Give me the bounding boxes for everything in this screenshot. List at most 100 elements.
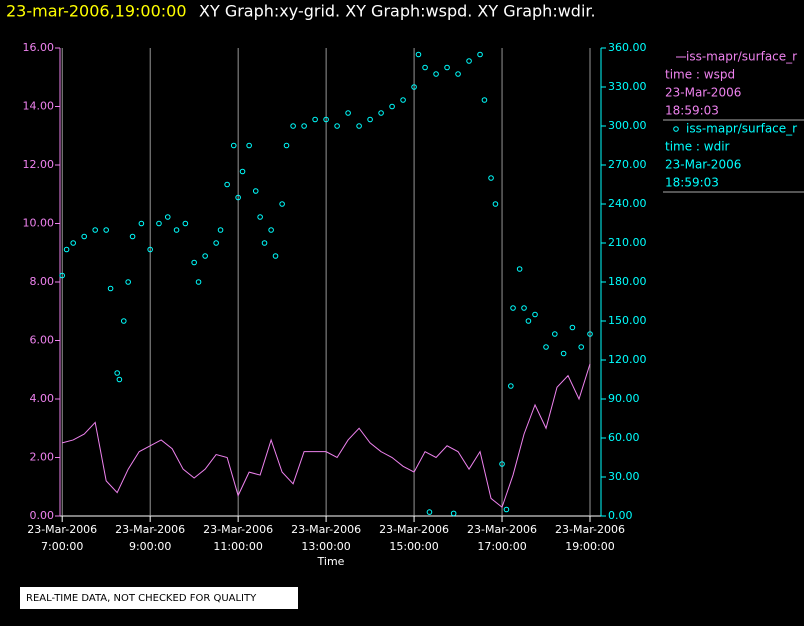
legend-detail: time : wdir <box>665 140 730 154</box>
legend-label: iss-mapr/surface_r <box>686 122 797 136</box>
point <box>356 123 362 129</box>
point <box>516 266 523 272</box>
y2-tick-label: 300.00 <box>608 119 647 132</box>
legend-detail: 23-Mar-2006 <box>665 86 741 100</box>
point <box>345 110 351 116</box>
point <box>508 383 514 389</box>
y-tick-label: 8.00 <box>30 275 55 288</box>
legend-detail: 18:59:03 <box>665 176 719 190</box>
point <box>81 233 87 240</box>
point <box>230 142 237 149</box>
point <box>323 116 329 123</box>
point <box>455 71 461 77</box>
point <box>164 214 171 220</box>
point <box>279 201 285 207</box>
point <box>411 84 417 90</box>
point <box>378 110 384 116</box>
x-tick-label: 23-Mar-2006 13:00:00 <box>291 523 361 553</box>
point <box>389 103 395 110</box>
point <box>217 227 224 233</box>
point <box>138 220 145 227</box>
point <box>510 305 516 311</box>
x-tick-label: 23-Mar-2006 17:00:00 <box>467 523 537 553</box>
point <box>224 181 230 188</box>
point <box>125 279 131 285</box>
point <box>268 227 274 233</box>
point <box>116 376 123 383</box>
point <box>59 272 65 279</box>
y-tick-label: 14.00 <box>23 100 55 113</box>
point <box>543 344 549 350</box>
point <box>334 123 340 129</box>
point <box>415 51 422 58</box>
point <box>235 194 241 201</box>
point <box>191 259 197 266</box>
point <box>107 285 114 292</box>
point <box>367 116 373 123</box>
y2-tick-label: 120.00 <box>608 353 647 366</box>
point <box>499 461 505 467</box>
point <box>301 123 307 129</box>
footnote-box <box>20 587 298 609</box>
point <box>503 506 510 513</box>
point <box>129 233 136 240</box>
y2-tick-label: 150.00 <box>608 314 647 327</box>
point <box>552 331 558 337</box>
point <box>63 246 70 253</box>
point <box>283 142 290 149</box>
point <box>477 51 483 58</box>
line <box>62 363 591 509</box>
point <box>239 168 246 175</box>
footnote: REAL-TIME DATA, NOT CHECKED FOR QUALITY <box>26 593 257 604</box>
point <box>120 318 127 324</box>
point <box>569 324 576 331</box>
y-tick-label: 6.00 <box>30 334 55 347</box>
y2-tick-label: 360.00 <box>608 41 647 54</box>
point <box>433 71 439 77</box>
legend-swatch <box>673 126 679 132</box>
point <box>252 188 259 194</box>
y2-tick-label: 60.00 <box>608 431 640 444</box>
y-tick-label: 0.00 <box>30 509 55 522</box>
y-tick-label: 2.00 <box>30 451 55 464</box>
legend-detail: 18:59:03 <box>665 104 719 118</box>
point <box>147 246 153 253</box>
point <box>290 123 296 129</box>
legend-label: iss-mapr/surface_r <box>686 50 797 64</box>
y2-tick-label: 210.00 <box>608 236 647 249</box>
point <box>422 64 428 71</box>
point <box>521 305 527 311</box>
point <box>246 142 252 149</box>
point <box>525 318 532 324</box>
point <box>400 97 406 103</box>
point <box>261 240 268 246</box>
y-tick-label: 4.00 <box>30 392 55 405</box>
point <box>444 64 450 71</box>
y2-tick-label: 330.00 <box>608 80 647 93</box>
title-time: 23-mar-2006,19:00:00 <box>6 2 187 21</box>
y2-tick-label: 90.00 <box>608 392 640 405</box>
point <box>272 253 279 259</box>
point <box>578 344 585 350</box>
legend-detail: 23-Mar-2006 <box>665 158 741 172</box>
x-axis-title: Time <box>317 555 345 568</box>
y2-tick-label: 270.00 <box>608 158 647 171</box>
y2-tick-label: 30.00 <box>608 470 640 483</box>
point <box>195 279 202 285</box>
point <box>70 240 76 246</box>
y-tick-label: 16.00 <box>23 41 55 54</box>
point <box>92 227 98 233</box>
y-tick-label: 10.00 <box>23 217 55 230</box>
point <box>103 227 109 233</box>
x-tick-label: 23-Mar-2006 11:00:00 <box>203 523 273 553</box>
x-tick-label: 23-Mar-2006 15:00:00 <box>379 523 449 553</box>
point <box>114 370 120 376</box>
y2-tick-label: 180.00 <box>608 275 647 288</box>
point <box>182 220 189 227</box>
point <box>450 510 457 517</box>
point <box>202 253 208 259</box>
point <box>257 214 263 220</box>
point <box>213 240 219 246</box>
